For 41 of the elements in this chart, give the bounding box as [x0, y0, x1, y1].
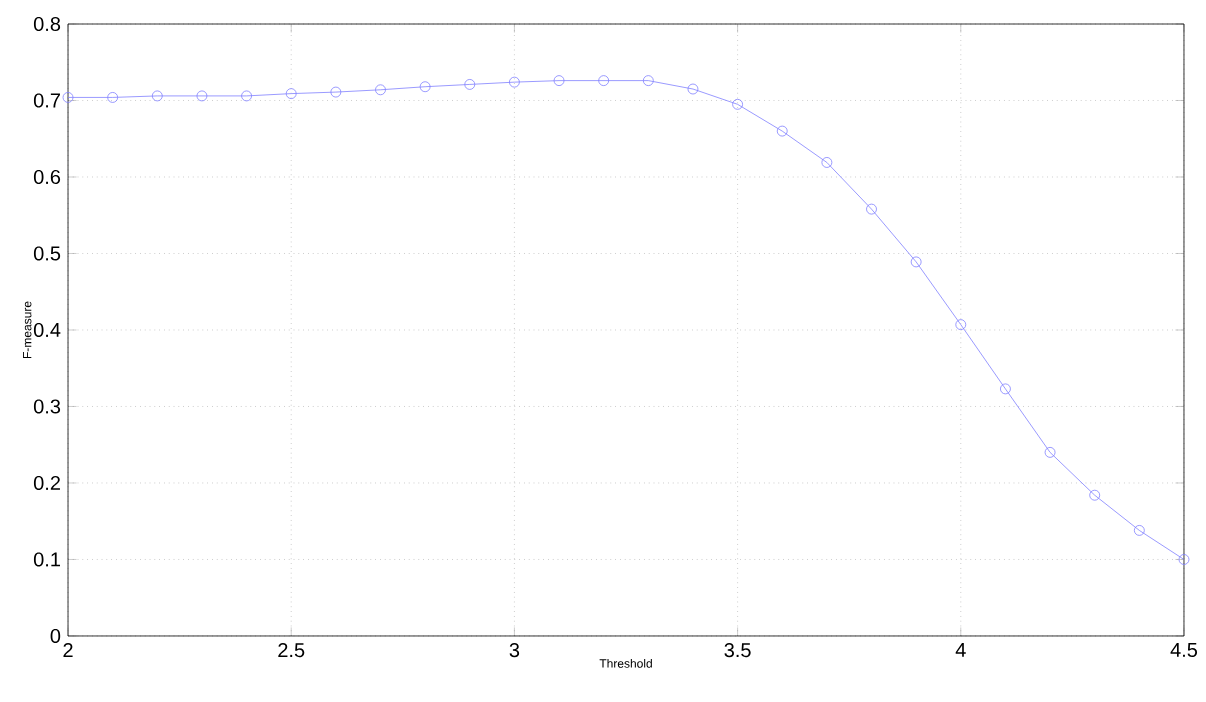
point [1000, 383, 1011, 395]
y-tick-label: 0.7 [33, 93, 60, 108]
point [62, 92, 74, 103]
point [107, 92, 119, 103]
point [553, 75, 565, 87]
point [1044, 446, 1056, 458]
y-tick-label: 0.6 [33, 169, 61, 185]
point [330, 86, 342, 98]
x-tick-label: 2 [63, 643, 73, 657]
point [196, 90, 208, 102]
x-tick-label: 3.5 [724, 643, 751, 658]
point [241, 90, 252, 102]
point [1089, 489, 1101, 501]
y-tick-label: 0.4 [33, 322, 61, 338]
point [1133, 525, 1145, 536]
point [509, 76, 520, 88]
y-tick-label: 0 [50, 628, 61, 644]
point [464, 79, 476, 90]
point [598, 75, 610, 87]
point [642, 75, 654, 87]
x-tick-label: 4.5 [1170, 643, 1198, 657]
point [821, 157, 833, 168]
point [866, 203, 877, 215]
x-tick-label: 4 [955, 643, 966, 657]
point [285, 88, 297, 100]
x-tick-label: 3 [509, 643, 520, 658]
point [151, 90, 163, 102]
point [419, 81, 431, 93]
y-tick-label: 0.8 [33, 16, 61, 32]
y-tick-label: 0.1 [33, 552, 60, 567]
x-tick-label: 2.5 [278, 643, 305, 658]
point [776, 125, 788, 137]
point [1178, 554, 1190, 565]
y-tick-label: 0.2 [33, 475, 60, 491]
point [732, 98, 743, 110]
point [910, 256, 922, 268]
point [375, 84, 386, 96]
y-tick-label: 0.3 [33, 399, 61, 414]
point [687, 83, 699, 95]
y-tick-label: 0.5 [33, 246, 61, 261]
point [955, 319, 967, 331]
